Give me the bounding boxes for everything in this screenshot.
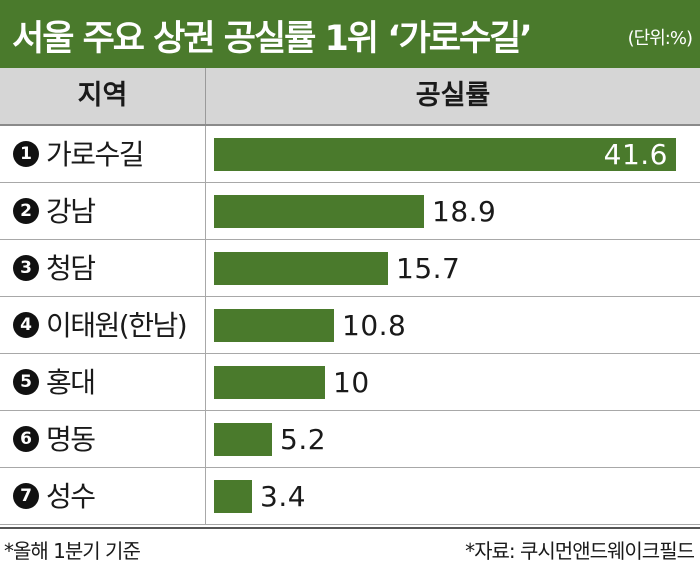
table-header: 지역 공실률 <box>0 68 700 126</box>
data-label: 5.2 <box>280 423 327 456</box>
chart-rows: 1 가로수길 41.6 2 강남 18.9 3 청담 15.7 4 이태원(한남) 10.8 5 홍대 10… <box>0 126 700 528</box>
rank-badge: 2 <box>13 198 39 224</box>
region-label: 강남 <box>46 195 96 228</box>
chart-title: 서울 주요 상권 공실률 1위 ‘가로수길’ <box>12 19 533 59</box>
row-divider <box>205 297 206 353</box>
bar <box>214 480 252 513</box>
row-divider <box>205 411 206 467</box>
title-bar: 서울 주요 상권 공실률 1위 ‘가로수길’ (단위:%) <box>0 0 700 68</box>
rank-badge: 4 <box>13 312 39 338</box>
table-row: 2 강남 18.9 <box>0 183 700 240</box>
data-label: 15.7 <box>396 252 461 285</box>
region-label: 청담 <box>46 252 96 285</box>
rank-badge: 3 <box>13 255 39 281</box>
region-label: 명동 <box>46 423 96 456</box>
row-divider <box>205 126 206 182</box>
rank-badge: 6 <box>13 426 39 452</box>
data-label: 41.6 <box>603 138 668 171</box>
unit-label: (단위:%) <box>627 28 693 49</box>
table-row: 5 홍대 10 <box>0 354 700 411</box>
data-label: 18.9 <box>432 195 497 228</box>
data-label: 10.8 <box>342 309 407 342</box>
column-header-vacancy-rate: 공실률 <box>415 80 491 111</box>
table-row: 3 청담 15.7 <box>0 240 700 297</box>
row-divider <box>205 468 206 524</box>
table-row: 1 가로수길 41.6 <box>0 126 700 183</box>
column-header-region: 지역 <box>77 80 128 111</box>
header-divider <box>205 68 206 124</box>
data-label: 3.4 <box>260 480 307 513</box>
rank-badge: 7 <box>13 483 39 509</box>
region-label: 홍대 <box>46 366 96 399</box>
table-row: 6 명동 5.2 <box>0 411 700 468</box>
rank-badge: 5 <box>13 369 39 395</box>
bar <box>214 366 325 399</box>
bar <box>214 309 334 342</box>
bar <box>214 138 676 171</box>
row-divider <box>205 354 206 410</box>
bottom-rule <box>0 527 700 529</box>
table-row: 7 성수 3.4 <box>0 468 700 525</box>
row-divider <box>205 240 206 296</box>
table-row: 4 이태원(한남) 10.8 <box>0 297 700 354</box>
region-label: 이태원(한남) <box>46 309 188 342</box>
bar <box>214 195 424 228</box>
bar <box>214 423 272 456</box>
footnote: *올해 1분기 기준 <box>4 539 141 563</box>
source-note: *자료: 쿠시먼앤드웨이크필드 <box>465 539 695 563</box>
rank-badge: 1 <box>13 141 39 167</box>
data-label: 10 <box>333 366 370 399</box>
region-label: 가로수길 <box>46 138 145 171</box>
bar <box>214 252 388 285</box>
region-label: 성수 <box>46 480 96 513</box>
row-divider <box>205 183 206 239</box>
